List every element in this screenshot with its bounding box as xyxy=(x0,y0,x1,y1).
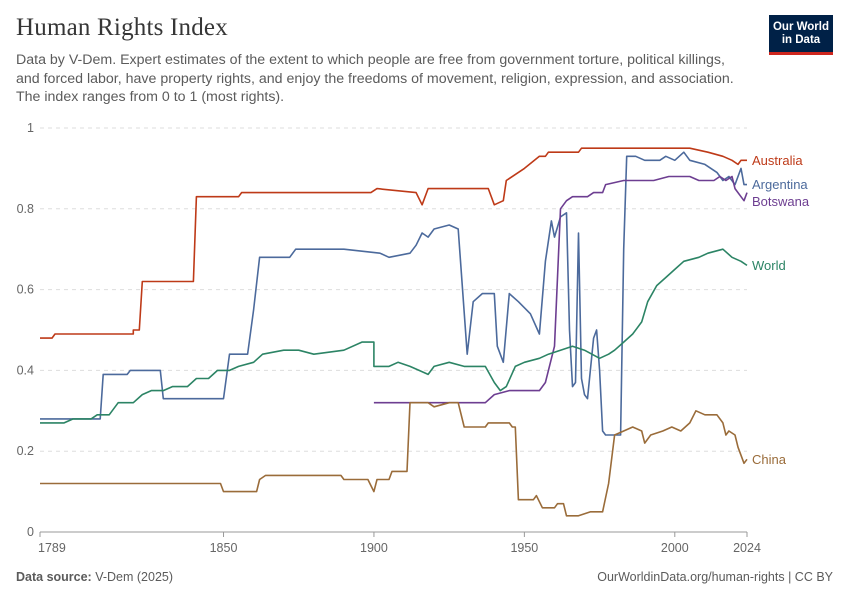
series-label-botswana: Botswana xyxy=(752,194,810,209)
chart-title: Human Rights Index xyxy=(16,14,228,41)
series-label-world: World xyxy=(752,258,786,273)
series-line-china xyxy=(40,401,748,517)
x-tick-label: 2024 xyxy=(733,541,761,555)
x-tick-label: 1950 xyxy=(510,541,538,555)
data-source-value[interactable]: V-Dem (2025) xyxy=(95,570,174,584)
x-tick-label: 1850 xyxy=(210,541,238,555)
x-tick-label: 1789 xyxy=(38,541,66,555)
data-source: Data source: V-Dem (2025) xyxy=(16,570,173,584)
grid-lines xyxy=(40,127,747,452)
chart-subtitle: Data by V-Dem. Expert estimates of the e… xyxy=(16,52,734,105)
source-url[interactable]: OurWorldinData.org/human-rights | CC BY xyxy=(597,570,833,584)
x-tick-label: 2000 xyxy=(661,541,689,555)
series-labels: Australia Argentina Botswana World China xyxy=(752,153,810,467)
series-line-world xyxy=(40,248,748,424)
series-label-argentina: Argentina xyxy=(752,177,808,192)
y-tick-label: 0 xyxy=(27,525,34,539)
y-tick-label: 0.6 xyxy=(17,283,34,297)
series-line-australia xyxy=(40,147,747,339)
data-source-label: Data source: xyxy=(16,570,92,584)
series-line-botswana xyxy=(373,175,748,404)
series-lines xyxy=(40,147,748,517)
x-tick-label: 1900 xyxy=(360,541,388,555)
logo-line-2: in Data xyxy=(781,33,821,46)
y-tick-label: 0.2 xyxy=(17,444,34,458)
y-tick-label: 0.4 xyxy=(17,363,34,377)
y-tick-label: 0.8 xyxy=(17,202,34,216)
y-tick-label: 1 xyxy=(27,121,34,135)
axes: 0 0.2 0.4 0.6 0.8 1 1789 1850 1900 1950 2000 2024 xyxy=(17,121,761,555)
series-label-australia: Australia xyxy=(752,153,803,168)
series-label-china: China xyxy=(752,452,787,467)
owid-logo[interactable]: Our World in Data xyxy=(769,15,833,55)
series-line-argentina xyxy=(40,151,747,436)
logo-line-1: Our World xyxy=(772,20,829,33)
